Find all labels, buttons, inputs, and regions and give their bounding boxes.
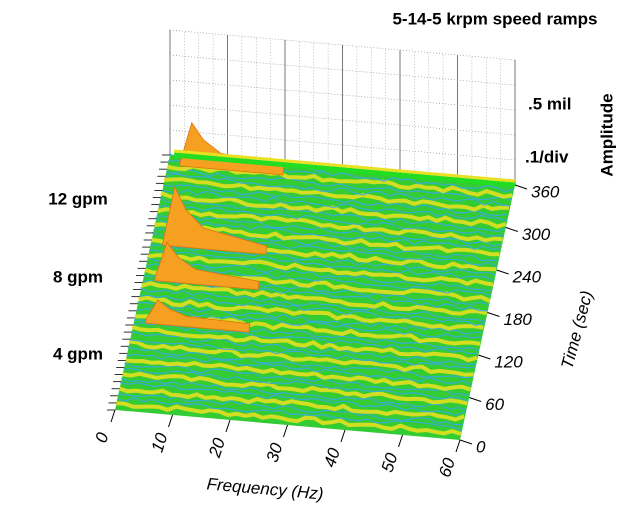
x-tick [340, 429, 346, 443]
surface-texture [159, 197, 506, 233]
y-tick-label: 240 [512, 267, 542, 286]
surface-texture [154, 222, 500, 257]
surface-texture [155, 217, 501, 251]
surface-texture [139, 294, 485, 327]
y-tick [478, 354, 491, 360]
surface-texture [146, 256, 493, 292]
surface-peak [161, 185, 268, 255]
x-tick [283, 424, 288, 438]
x-tick [398, 434, 403, 448]
surface-texture [126, 353, 472, 386]
surface-texture [125, 358, 472, 392]
y-tick [496, 269, 509, 275]
y-tick [505, 227, 518, 232]
surface-texture [131, 324, 478, 363]
y-tick-label: 360 [531, 182, 560, 201]
surface-texture [120, 381, 466, 416]
x-tick-label: 30 [263, 440, 287, 464]
y-tick [459, 439, 473, 445]
surface-texture [127, 346, 473, 379]
surface-texture [157, 207, 503, 243]
surface-texture [137, 295, 484, 331]
surface-peak [144, 299, 251, 333]
surface-texture [137, 301, 483, 335]
x-tick-label: 10 [148, 430, 172, 454]
surface-texture [118, 393, 464, 426]
y-tick [487, 312, 500, 317]
z-axis-label: Amplitude [597, 93, 616, 176]
x-tick [110, 409, 116, 423]
surface-texture [128, 339, 474, 377]
surface-texture [136, 307, 482, 339]
surface-texture [129, 339, 475, 369]
surface-texture [166, 168, 512, 201]
surface-texture [140, 287, 486, 323]
surface-peak [178, 121, 285, 176]
surface-texture [164, 172, 511, 207]
amplitude-grid [169, 104, 516, 136]
y-tick-label: 0 [476, 437, 486, 456]
surface-texture [141, 281, 488, 316]
y-tick-label: 60 [485, 395, 504, 414]
surface-texture [145, 263, 492, 296]
surface-texture [116, 396, 463, 432]
surface-texture [162, 184, 509, 217]
annotation: 4 gpm [53, 344, 103, 363]
y-tick-label: 300 [522, 225, 551, 244]
surface-texture [161, 189, 508, 222]
surface-texture [147, 253, 494, 287]
surface-texture [132, 321, 479, 355]
amplitude-grid [169, 79, 516, 111]
y-tick [514, 184, 528, 190]
x-tick-label: 40 [320, 445, 344, 469]
surface-edge [173, 152, 516, 188]
surface-texture [124, 362, 470, 397]
surface-texture [115, 401, 462, 436]
amplitude-grid [169, 129, 516, 161]
amplitude-grid [169, 29, 516, 61]
amplitude-grid [169, 54, 516, 86]
surface-edge [173, 149, 516, 183]
x-tick-label: 20 [205, 435, 229, 460]
y-tick-label: 180 [504, 310, 533, 329]
surface-texture [156, 215, 502, 247]
surface-peak [154, 241, 260, 291]
y-tick [469, 397, 482, 402]
surface-texture [123, 367, 469, 402]
surface-texture [149, 249, 495, 282]
annotation: 8 gpm [53, 267, 103, 286]
amplitude-label: .1/div [525, 147, 569, 166]
x-tick-label: 0 [92, 430, 113, 445]
surface-texture [158, 204, 504, 237]
chart-title: 5-14-5 krpm speed ramps [392, 9, 597, 28]
x-tick [225, 419, 231, 433]
surface-texture [150, 244, 496, 276]
surface-texture [163, 177, 510, 212]
amplitude-label: .5 mil [528, 94, 571, 113]
x-tick [455, 439, 461, 453]
x-axis-label: Frequency (Hz) [206, 474, 324, 503]
x-tick-label: 60 [435, 455, 459, 479]
y-axis-label: Time (sec) [557, 289, 596, 371]
surface-texture [122, 371, 468, 406]
x-tick-label: 50 [378, 450, 402, 474]
x-tick [168, 414, 173, 428]
annotation: 12 gpm [48, 189, 108, 208]
surface-texture [121, 377, 467, 411]
surface-texture [118, 386, 465, 422]
y-tick-label: 120 [494, 352, 523, 371]
